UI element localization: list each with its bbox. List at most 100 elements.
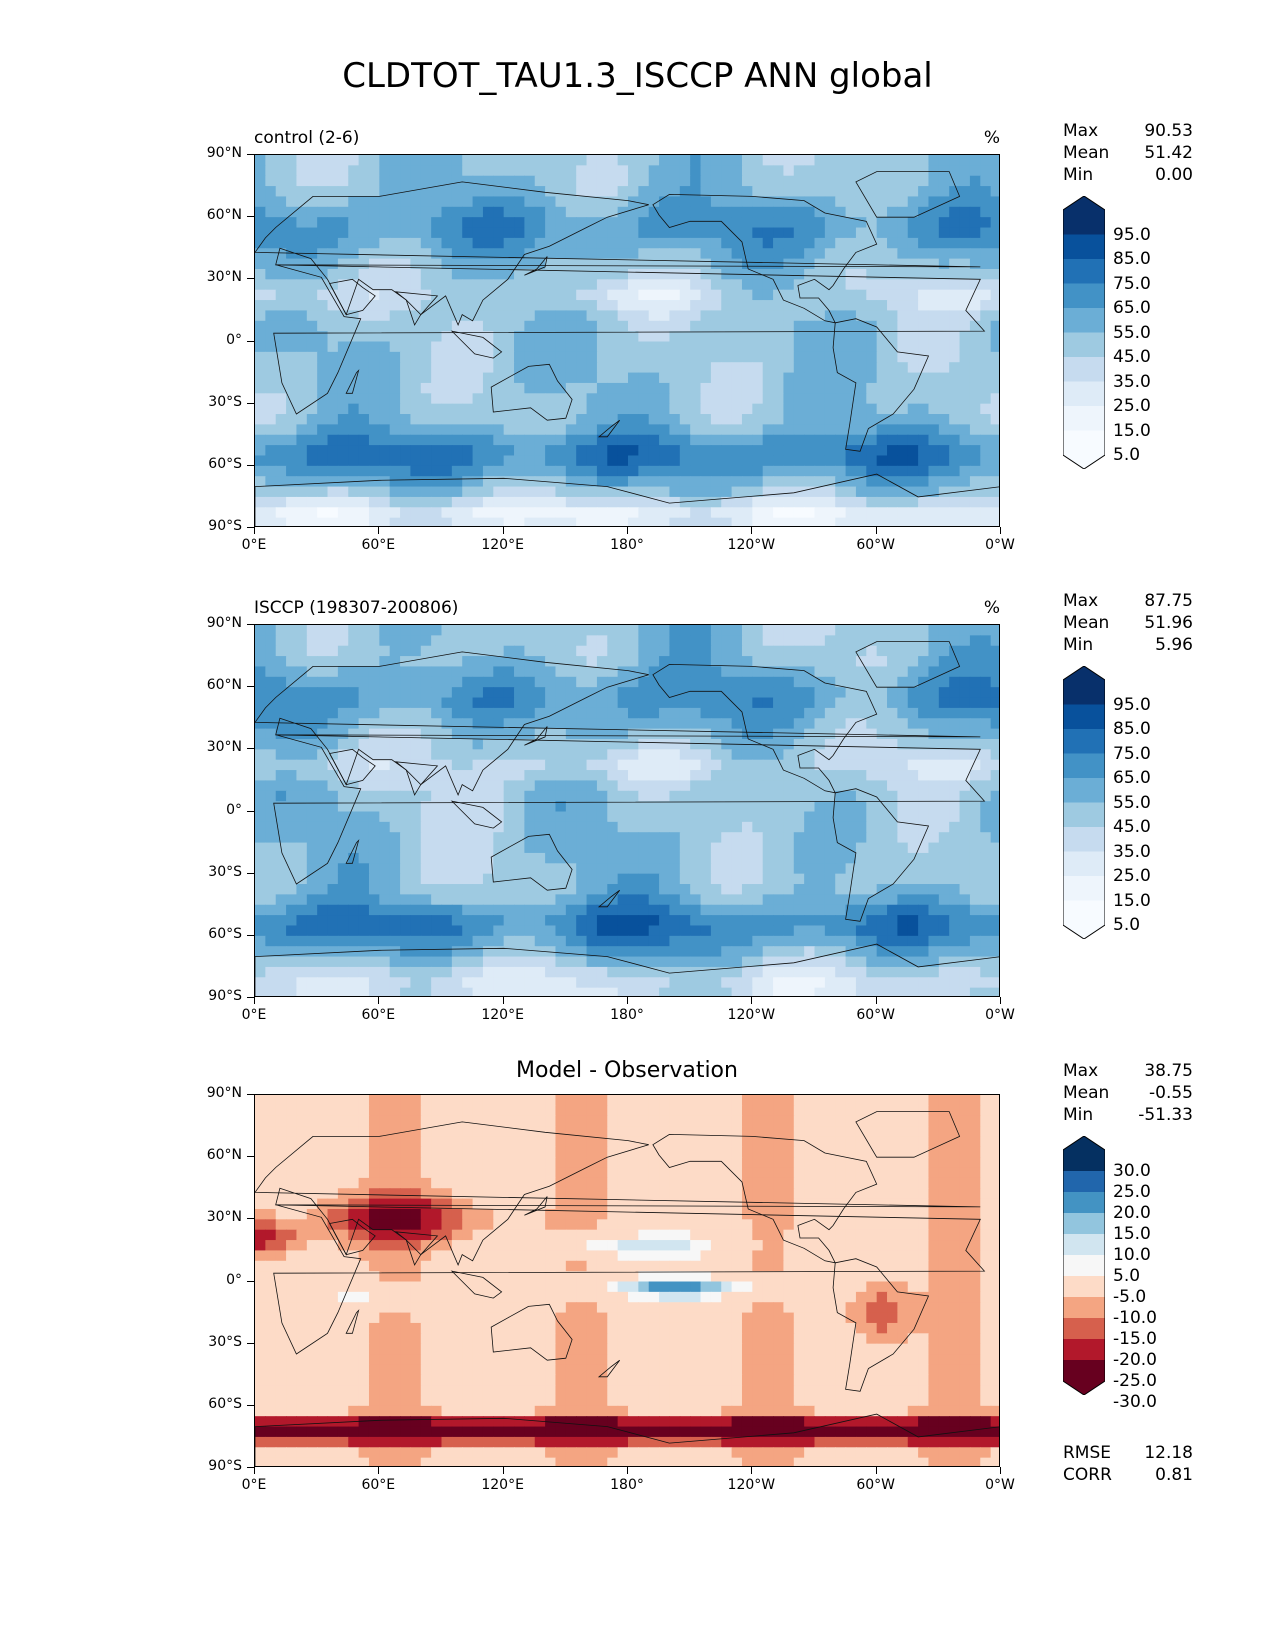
field-cell [752,780,764,792]
field-cell [669,894,681,906]
field-cell [306,486,318,498]
field-cell [400,320,412,332]
field-cell [679,749,691,761]
field-cell [949,842,961,854]
field-cell [949,341,961,353]
field-cell [990,382,999,394]
field-cell [296,811,308,823]
field-cell [669,517,681,526]
field-cell [317,382,329,394]
field-cell [368,821,380,833]
field-cell [337,687,349,699]
field-cell [524,625,536,636]
field-cell [524,351,536,363]
field-cell [431,832,443,844]
field-cell [700,790,712,802]
field-cell [482,403,494,415]
field-cell [482,341,494,353]
field-cell [700,434,712,446]
field-cell [514,289,525,301]
field-cell [690,227,702,239]
field-cell [741,863,753,875]
field-cell [337,341,349,353]
field-cell [462,517,474,526]
field-cell [835,227,847,239]
field-cell [337,801,349,813]
lon-tick-mark [875,527,877,534]
field-cell [462,362,474,374]
field-cell [348,403,360,415]
field-cell [710,645,722,657]
field-cell [514,707,525,719]
field-cell [700,507,712,519]
field-cell [679,310,691,322]
field-cell [389,175,401,187]
field-cell [866,465,878,477]
field-cell [607,935,619,947]
field-cell [586,320,598,332]
field-cell [265,697,277,709]
field-cell [410,382,422,394]
field-cell [783,341,795,353]
field-cell [752,424,764,436]
field-cell [855,904,867,916]
field-cell [969,486,981,498]
field-cell [897,434,909,446]
field-cell [265,445,277,457]
field-cell [565,341,577,353]
field-cell [938,258,950,270]
field-cell [969,237,981,249]
field-cell [524,476,536,488]
field-cell [628,770,639,782]
field-cell [545,289,557,301]
field-cell [793,507,805,519]
field-cell [866,801,878,813]
field-cell [400,780,412,792]
field-cell [648,175,660,187]
field-cell [255,749,266,761]
field-cell [503,517,515,526]
field-cell [348,206,360,218]
field-cell [462,486,474,498]
field-cell [835,382,847,394]
field-cell [420,770,432,782]
field-cell [710,697,722,709]
field-cell [990,496,999,508]
field-cell [265,476,277,488]
field-cell [420,832,432,844]
field-cell [358,351,370,363]
field-cell [876,821,888,833]
field-cell [576,832,588,844]
field-cell [472,310,484,322]
field-cell [410,842,422,854]
field-cell [679,289,691,301]
field-cell [969,925,981,937]
field-cell [824,738,836,750]
field-cell [368,279,380,291]
field-cell [389,904,401,916]
field-cell [576,507,588,519]
field-cell [348,414,360,425]
field-cell [959,341,971,353]
field-cell [762,268,774,280]
field-cell [596,832,608,844]
field-cell [793,300,805,312]
field-cell [638,206,650,218]
field-cell [607,707,619,719]
field-cell [441,707,453,719]
field-cell [855,248,867,260]
field-cell [741,155,753,166]
field-cell [887,227,898,239]
field-cell [690,206,702,218]
field-cell [545,403,557,415]
field-cell [617,811,629,823]
field-cell [907,738,919,750]
field-cell [845,455,857,467]
field-cell [762,465,774,477]
field-cell [949,155,961,166]
field-cell [607,248,619,260]
field-cell [275,486,287,498]
field-cell [918,206,930,218]
field-cell [804,289,816,301]
field-cell [514,697,525,709]
